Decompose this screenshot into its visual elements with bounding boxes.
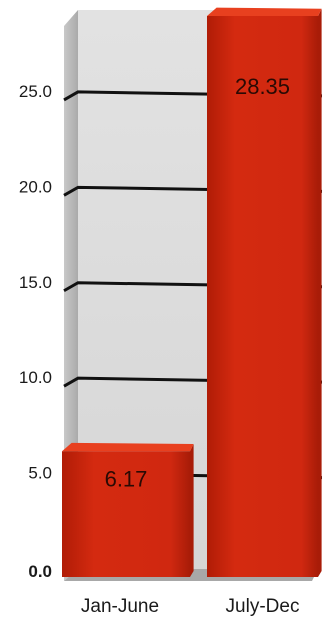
y-tick-label: 25.0 (19, 82, 52, 101)
y-axis-tick-labels: 0.0 5.0 10.0 15.0 20.0 25.0 (19, 82, 52, 581)
bars (62, 7, 322, 578)
bar-side (190, 444, 194, 577)
bar-side (318, 8, 322, 578)
side-wall (64, 10, 78, 581)
bar (62, 451, 190, 577)
y-tick-label: 5.0 (28, 464, 52, 483)
data-labels: 6.17 28.35 (105, 74, 290, 491)
y-tick-label: 20.0 (19, 177, 52, 196)
x-axis-tick-labels: Jan-June July-Dec (81, 596, 300, 617)
bar-top (62, 442, 194, 452)
bar-top (207, 7, 322, 16)
y-tick-label: 0.0 (28, 562, 52, 581)
bar (207, 16, 318, 577)
y-tick-label: 15.0 (19, 273, 52, 292)
x-tick-label: Jan-June (81, 596, 159, 617)
y-tick-label: 10.0 (19, 368, 52, 387)
data-label: 6.17 (105, 466, 148, 491)
data-label: 28.35 (235, 74, 290, 99)
x-tick-label: July-Dec (226, 596, 300, 617)
